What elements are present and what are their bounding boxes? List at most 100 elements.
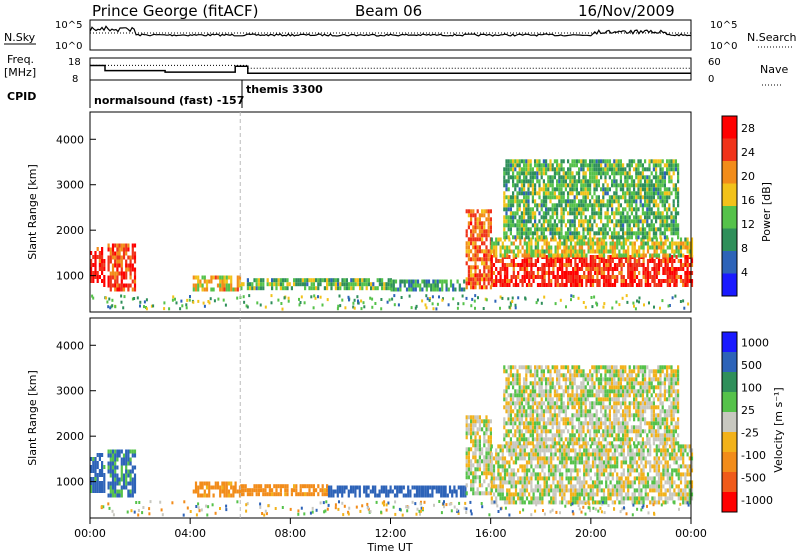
heat-cell (639, 191, 642, 196)
heat-cell (525, 385, 528, 390)
heat-cell (664, 444, 667, 449)
heat-cell (635, 452, 639, 457)
heat-cell (467, 265, 470, 270)
heat-cell (203, 275, 206, 280)
heat-cell (534, 456, 537, 461)
heat-cell (629, 468, 632, 473)
heat-cell (576, 452, 579, 457)
heat-cell (507, 235, 510, 240)
heat-cell (587, 448, 590, 453)
heat-cell (664, 496, 667, 501)
heat-cell (670, 159, 673, 164)
heat-cell (549, 231, 552, 236)
heat-cell (659, 171, 662, 176)
heat-cell (558, 241, 562, 246)
heat-cell (619, 171, 622, 176)
heat-cell (635, 249, 639, 254)
heat-cell (547, 267, 551, 271)
heat-cell (197, 493, 200, 498)
heat-cell (474, 467, 477, 472)
heat-cell (598, 464, 601, 469)
heat-cell (514, 373, 517, 378)
heat-cell (478, 455, 481, 460)
heat-cell (131, 481, 134, 486)
heat-cell (114, 449, 117, 454)
heat-cell (596, 241, 599, 246)
heat-cell (527, 227, 530, 232)
heat-cell (574, 460, 577, 465)
heat-cell (483, 439, 486, 444)
heat-cell (589, 488, 592, 493)
heat-cell (125, 267, 128, 272)
heat-cell (516, 381, 519, 386)
heat-cell (297, 282, 300, 287)
heat-cell (503, 275, 507, 279)
heat-cell (655, 187, 658, 192)
heat-cell (510, 500, 513, 505)
heat-cell (301, 278, 304, 283)
heat-cell (595, 175, 598, 180)
heat-cell (499, 476, 502, 481)
heat-cell (661, 203, 664, 208)
heat-cell (690, 237, 694, 242)
heat-cell (631, 241, 634, 246)
heat-cell (666, 267, 669, 271)
heat-cell (600, 231, 603, 236)
heat-cell (589, 215, 592, 220)
heat-cell (532, 263, 535, 267)
power-ylabel: Slant Range [km] (26, 164, 39, 260)
heat-cell (481, 451, 484, 456)
heat-cell (485, 257, 488, 262)
heat-cell (584, 163, 587, 168)
heat-cell (412, 283, 415, 288)
heat-cell (523, 441, 526, 446)
heat-cell (487, 423, 490, 428)
heat-cell (591, 203, 594, 208)
heat-cell (578, 237, 581, 242)
heat-cell (111, 275, 115, 280)
heat-cell (334, 278, 337, 283)
heat-cell (630, 179, 633, 184)
heat-cell (481, 229, 484, 234)
heat-cell (674, 191, 677, 196)
heat-cell (657, 211, 660, 216)
heat-cell (582, 207, 585, 212)
heat-cell (655, 253, 658, 258)
heat-cell (116, 283, 119, 288)
heat-cell (538, 167, 541, 172)
heat-cell (234, 287, 237, 292)
heat-cell (467, 475, 470, 480)
heat-cell (585, 464, 588, 469)
heat-cell (449, 283, 453, 288)
heat-cell (474, 491, 477, 496)
heat-cell (629, 456, 632, 461)
heat-cell (483, 277, 486, 282)
heat-cell (587, 496, 590, 501)
heat-cell (604, 167, 607, 172)
heat-cell (299, 278, 302, 283)
heat-cell (330, 489, 333, 494)
heat-cell (392, 287, 395, 292)
heat-cell (539, 267, 542, 271)
heat-cell (532, 496, 535, 501)
heat-cell (506, 275, 509, 279)
heat-cell (642, 472, 645, 477)
heat-cell (467, 221, 470, 226)
heat-cell (615, 159, 618, 164)
heat-cell (503, 271, 507, 275)
heat-cell (505, 377, 508, 382)
heat-cell (103, 263, 106, 267)
heat-cell (539, 249, 542, 254)
heat-cell (410, 279, 413, 284)
heat-cell (541, 464, 544, 469)
heat-cell (569, 283, 573, 287)
heat-cell (611, 183, 614, 188)
heat-cell (671, 448, 674, 453)
heat-cell (528, 271, 531, 275)
heat-cell (686, 464, 689, 469)
heat-cell (595, 199, 598, 204)
heat-cell (216, 481, 220, 486)
heat-cell (354, 489, 357, 494)
heat-cell (499, 464, 502, 469)
heat-cell (432, 279, 435, 284)
